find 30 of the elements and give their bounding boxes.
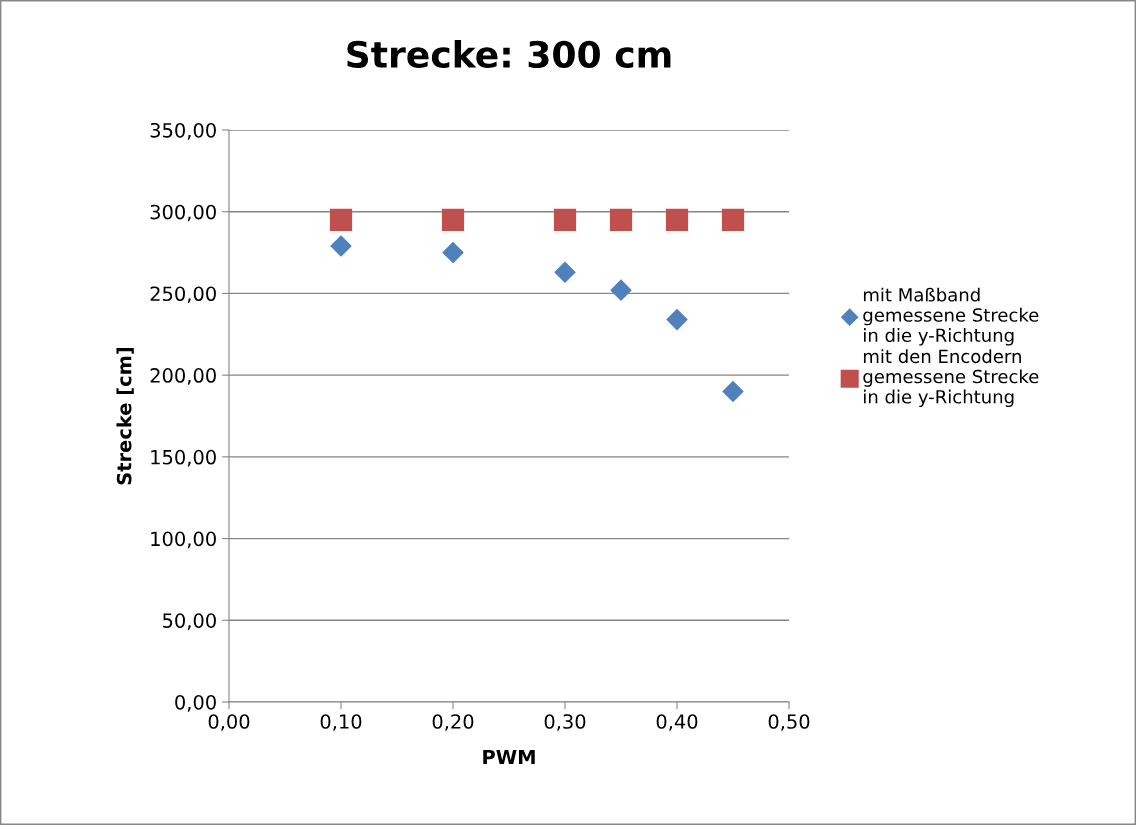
y-tick-label: 200,00: [150, 368, 216, 385]
point: [442, 242, 464, 264]
point: [721, 208, 745, 231]
point: [330, 235, 352, 257]
chart-title: Strecke: 300 cm: [347, 40, 671, 69]
point: [666, 309, 688, 331]
y-tick-label: 250,00: [150, 286, 216, 304]
x-tick-label: 0,10: [320, 714, 362, 731]
x-tick-label: 0,20: [432, 714, 474, 731]
point: [554, 261, 576, 283]
point: [665, 208, 689, 231]
y-tick-label: 100,00: [151, 531, 216, 549]
y-axis-title: Strecke [cm]: [116, 347, 134, 485]
x-axis-title: PWM: [483, 749, 535, 765]
legend-label: mit den Encodern gemessene Strecke in die y-Richtung: [863, 349, 1039, 408]
y-tick-label: 150,00: [151, 449, 216, 467]
point: [722, 380, 744, 403]
x-tick-label: 0,50: [768, 714, 810, 731]
y-tick-label: 0,00: [175, 694, 216, 712]
y-tick-label: 350,00: [150, 122, 216, 140]
y-tick-label: 50,00: [163, 613, 216, 630]
x-tick-label: 0,00: [208, 714, 250, 731]
point: [329, 208, 353, 231]
point: [553, 208, 577, 231]
point: [441, 208, 465, 231]
x-tick-label: 0,30: [544, 714, 586, 731]
point: [609, 208, 633, 231]
y-tick-label: 300,00: [150, 204, 216, 222]
point: [610, 279, 632, 301]
x-tick-label: 0,40: [656, 714, 698, 731]
